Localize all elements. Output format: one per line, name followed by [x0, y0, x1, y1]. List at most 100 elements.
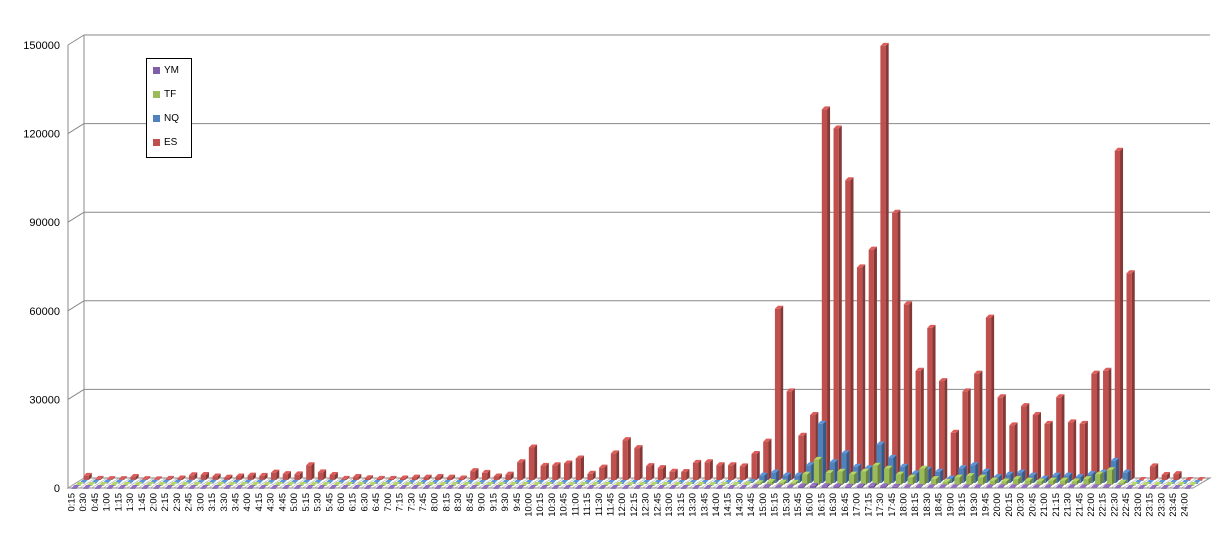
bar-top — [657, 485, 666, 488]
bar-top — [438, 482, 448, 485]
bar-front — [727, 488, 734, 489]
bar-es — [376, 475, 385, 480]
bar-tf — [848, 471, 858, 485]
bar-es — [130, 474, 139, 480]
bar-top — [985, 484, 994, 488]
bar-es — [622, 437, 631, 480]
bar-ym — [856, 483, 865, 488]
bar-side — [213, 479, 217, 483]
bar-top — [938, 484, 947, 488]
bar-es — [962, 388, 971, 480]
bar-ym — [505, 485, 514, 489]
bar-top — [227, 482, 237, 485]
bar-es — [446, 474, 456, 480]
bar-side — [983, 474, 987, 485]
bar-front — [950, 487, 956, 489]
bar-top — [1173, 471, 1182, 475]
bar-side — [838, 125, 842, 480]
bar-side — [84, 479, 88, 483]
bar-es — [657, 465, 667, 480]
bar-top — [282, 485, 291, 488]
bar-tf — [813, 456, 823, 485]
bar-es — [165, 475, 174, 480]
bar-top — [305, 485, 315, 488]
bar-top — [966, 473, 975, 477]
bar-top — [895, 471, 905, 475]
bar-front — [575, 488, 581, 489]
bar-front — [446, 477, 453, 480]
bar-front — [813, 459, 820, 485]
bar-front — [763, 441, 769, 480]
bar-side — [1041, 478, 1045, 485]
bar-nq — [759, 472, 768, 483]
bar-front — [458, 488, 464, 489]
floor-divider — [712, 477, 729, 489]
bar-top — [294, 471, 303, 475]
bar-es — [341, 475, 350, 480]
bar-top — [458, 485, 467, 488]
x-tick-label: 14:15 — [723, 493, 734, 517]
bar-top — [98, 482, 108, 485]
bar-side — [955, 429, 959, 480]
bar-top — [645, 485, 655, 488]
bar-front — [1161, 474, 1167, 480]
bar-front — [1137, 488, 1144, 489]
bar-es — [235, 473, 245, 480]
bar-top — [95, 475, 104, 479]
bar-side — [131, 479, 135, 483]
bar-es — [306, 462, 315, 480]
bar-front — [997, 397, 1003, 480]
bar-top — [1138, 477, 1147, 480]
bar-es — [353, 474, 362, 480]
bar-top — [364, 485, 373, 488]
bar-side — [1026, 484, 1030, 488]
bar-top — [930, 476, 940, 480]
bar-front — [1024, 480, 1031, 485]
bar-side — [721, 462, 725, 480]
bar-es — [997, 394, 1006, 480]
bar-es — [493, 473, 502, 480]
bar-top — [954, 474, 963, 478]
floor-divider — [560, 477, 577, 489]
bar-front — [774, 487, 780, 489]
x-tick-label: 11:30 — [594, 493, 605, 516]
bar-front — [411, 488, 417, 489]
bar-ym — [481, 485, 490, 489]
floor-divider — [278, 477, 296, 489]
bar-ym — [212, 485, 221, 489]
bar-front — [235, 476, 242, 480]
bar-nq — [817, 420, 827, 483]
bar-front — [809, 485, 816, 488]
x-tick-label: 11:45 — [606, 493, 617, 516]
floor-divider — [1134, 477, 1151, 489]
bar-ym — [809, 482, 819, 488]
x-tick-label: 7:30 — [406, 493, 417, 512]
bar-side — [545, 462, 549, 480]
bar-front — [954, 477, 960, 485]
x-tick-label: 16:15 — [816, 493, 827, 517]
bar-es — [903, 301, 913, 480]
bar-top — [102, 479, 112, 483]
floor-divider — [536, 477, 553, 489]
bar-top — [329, 471, 338, 475]
bar-front — [833, 128, 839, 480]
bar-front — [1184, 488, 1191, 489]
bar-es — [692, 459, 702, 480]
gridlines — [67, 34, 1210, 400]
bar-top — [216, 482, 225, 485]
bar-side — [920, 484, 924, 488]
bar-es — [1103, 367, 1112, 480]
bar-ym — [1173, 485, 1182, 489]
bar-tf — [860, 468, 869, 485]
x-tick-label: 12:00 — [617, 493, 628, 517]
bar-side — [994, 477, 998, 485]
bar-top — [302, 479, 311, 483]
bar-top — [610, 485, 619, 488]
bar-side — [229, 474, 233, 480]
floor-divider — [419, 477, 436, 489]
x-tick-label: 14:45 — [746, 493, 757, 517]
bar-front — [1103, 370, 1109, 480]
bar-es — [927, 324, 936, 480]
x-tick-label: 15:00 — [758, 493, 769, 517]
bar-side — [616, 450, 620, 480]
